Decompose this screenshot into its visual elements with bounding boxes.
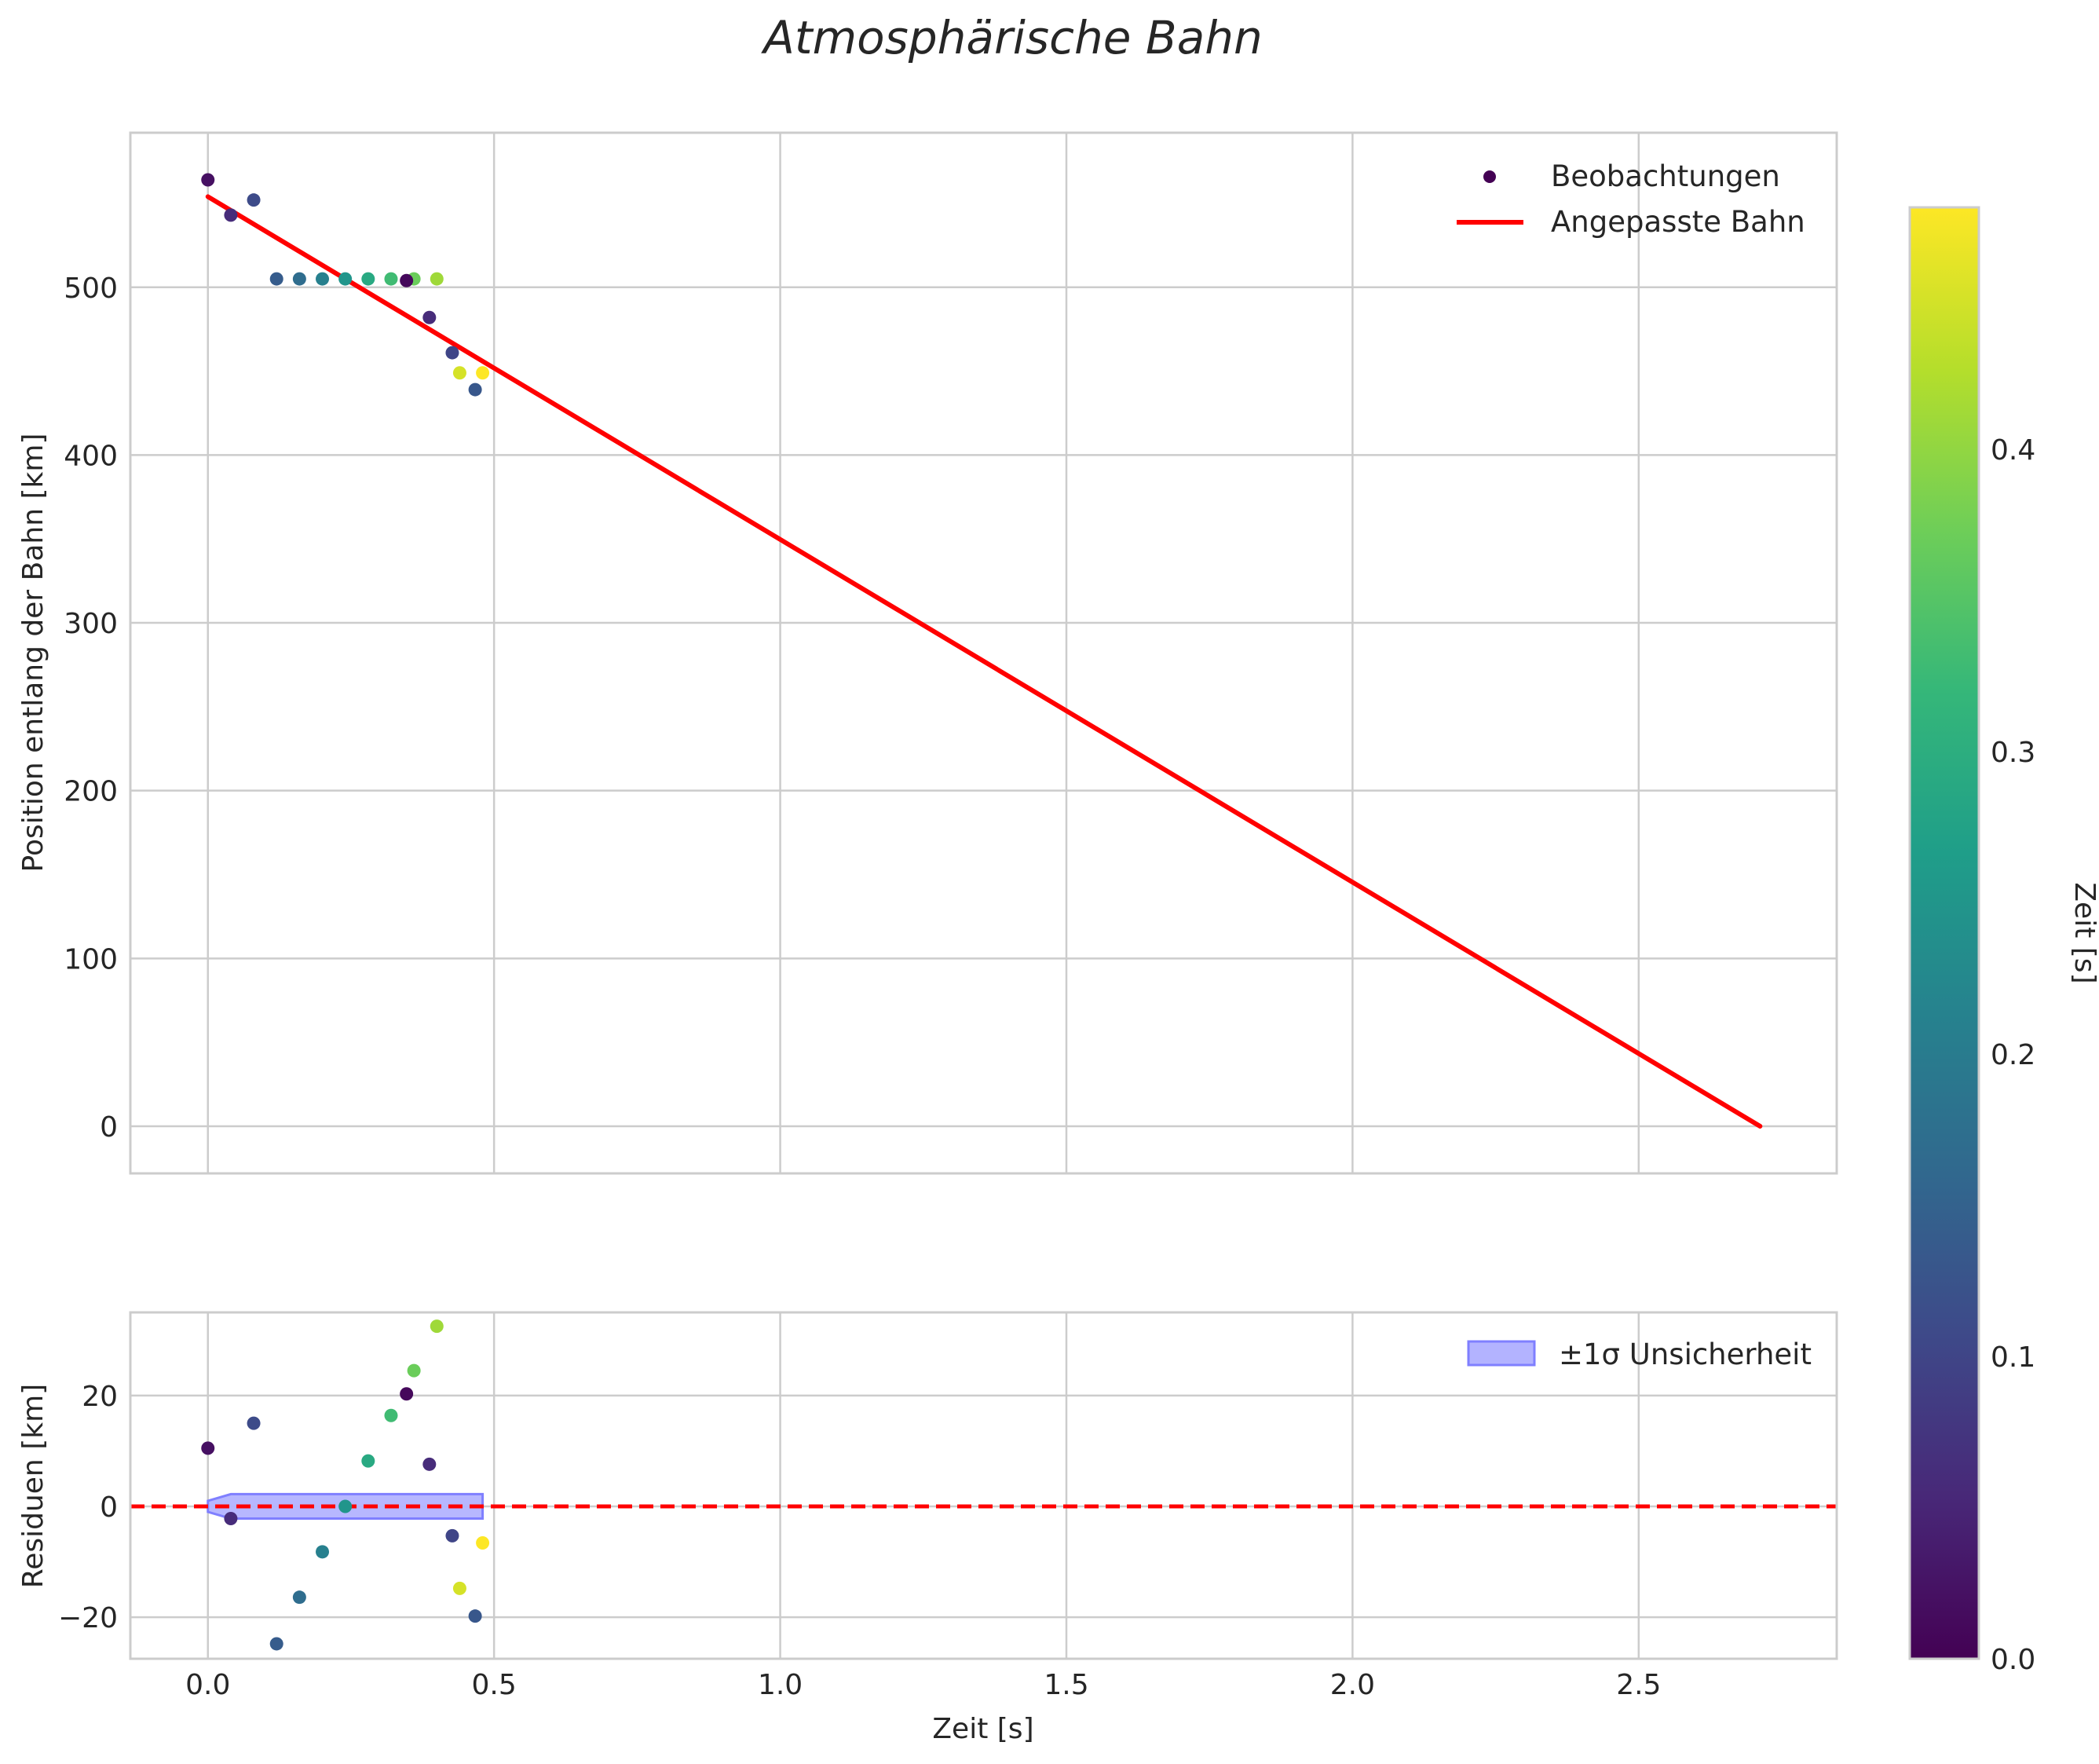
- residual-point: [476, 1536, 490, 1550]
- bottom-xlabel: Zeit [s]: [932, 1713, 1033, 1745]
- residual-point: [430, 1319, 444, 1334]
- observation-point: [338, 272, 353, 286]
- colorbar-tick-label: 0.4: [1991, 434, 2035, 467]
- bottom-xtick-label: 1.5: [1044, 1669, 1088, 1701]
- colorbar-label: Zeit [s]: [2068, 882, 2099, 983]
- bottom-ytick-label: −20: [58, 1602, 118, 1634]
- bottom-frame: [129, 1311, 1838, 1660]
- top-ytick-label: 500: [64, 273, 118, 305]
- residual-point: [422, 1457, 437, 1471]
- figure-title: Atmosphärische Bahn: [760, 11, 1263, 64]
- top-grid: [130, 133, 1837, 1173]
- residual-point: [468, 1609, 482, 1623]
- bottom-ytick-label: 20: [82, 1381, 118, 1413]
- observation-point: [269, 272, 283, 286]
- top-frame: [129, 131, 1838, 1175]
- residual-point: [316, 1545, 330, 1559]
- colorbar-tick-label: 0.1: [1991, 1341, 2035, 1374]
- residual-point: [292, 1590, 306, 1605]
- residual-point: [400, 1387, 414, 1401]
- top-panel: 0 100 200 300 400 500 Position entlang der Ba…: [17, 131, 1838, 1175]
- observation-point: [224, 208, 238, 222]
- residual-point: [384, 1408, 398, 1422]
- top-ytick-label: 400: [64, 440, 118, 472]
- colorbar: 0.0 0.1 0.2 0.3 0.4 Zeit [s]: [1908, 206, 2099, 1676]
- observation-point: [422, 310, 437, 324]
- bottom-ytick-labels: −20 0 20: [58, 1381, 118, 1634]
- observation-point: [384, 272, 398, 286]
- bottom-xtick-label: 0.5: [472, 1669, 517, 1701]
- residual-point: [445, 1528, 459, 1543]
- colorbar-tick-label: 0.0: [1991, 1644, 2035, 1676]
- residual-point: [338, 1499, 353, 1513]
- colorbar-tick-label: 0.3: [1991, 737, 2035, 769]
- residual-point: [269, 1637, 283, 1651]
- top-ytick-label: 300: [64, 608, 118, 640]
- bottom-xtick-label: 0.0: [185, 1669, 230, 1701]
- observation-point: [201, 173, 215, 187]
- top-ytick-label: 200: [64, 776, 118, 808]
- bottom-xtick-labels: 0.0 0.5 1.0 1.5 2.0 2.5: [185, 1669, 1661, 1701]
- top-legend: Beobachtungen Angepasste Bahn: [1457, 159, 1805, 239]
- observation-point: [316, 272, 330, 286]
- top-points-layer: [201, 173, 490, 397]
- top-ytick-labels: 0 100 200 300 400 500: [64, 273, 118, 1144]
- observation-point: [445, 346, 459, 360]
- bottom-points-layer: [201, 1319, 490, 1651]
- observation-point: [361, 272, 375, 286]
- legend-swatch-band: [1467, 1340, 1536, 1367]
- observation-point: [400, 273, 414, 287]
- fit-line: [205, 194, 1763, 1129]
- colorbar-bar: [1908, 206, 1980, 1660]
- top-ylabel: Position entlang der Bahn [km]: [17, 434, 49, 873]
- residual-point: [452, 1581, 466, 1595]
- bottom-xtick-label: 2.5: [1616, 1669, 1661, 1701]
- residual-point: [247, 1416, 261, 1430]
- legend-label-observations: Beobachtungen: [1551, 159, 1780, 193]
- legend-marker-observations: [1483, 170, 1496, 183]
- top-ytick-label: 0: [100, 1111, 118, 1144]
- colorbar-tick-labels: 0.0 0.1 0.2 0.3 0.4: [1991, 434, 2035, 1676]
- bottom-xtick-label: 1.0: [758, 1669, 803, 1701]
- residual-point: [361, 1454, 375, 1468]
- observation-point: [247, 193, 261, 207]
- observation-point: [430, 272, 444, 286]
- observation-point: [468, 382, 482, 397]
- residual-point: [201, 1441, 215, 1455]
- colorbar-tick-label: 0.2: [1991, 1039, 2035, 1071]
- bottom-legend: ±1σ Unsicherheit: [1467, 1338, 1812, 1371]
- observation-point: [452, 366, 466, 380]
- observation-point: [476, 366, 490, 380]
- observation-point: [292, 272, 306, 286]
- residual-point: [224, 1511, 238, 1525]
- bottom-ylabel: Residuen [km]: [17, 1384, 49, 1588]
- bottom-xtick-label: 2.0: [1330, 1669, 1375, 1701]
- bottom-ytick-label: 0: [100, 1491, 118, 1524]
- legend-label-band: ±1σ Unsicherheit: [1559, 1338, 1812, 1371]
- top-ytick-label: 100: [64, 943, 118, 975]
- top-fit-layer: [205, 194, 1763, 1129]
- legend-label-fit: Angepasste Bahn: [1551, 205, 1805, 239]
- residual-point: [407, 1363, 421, 1378]
